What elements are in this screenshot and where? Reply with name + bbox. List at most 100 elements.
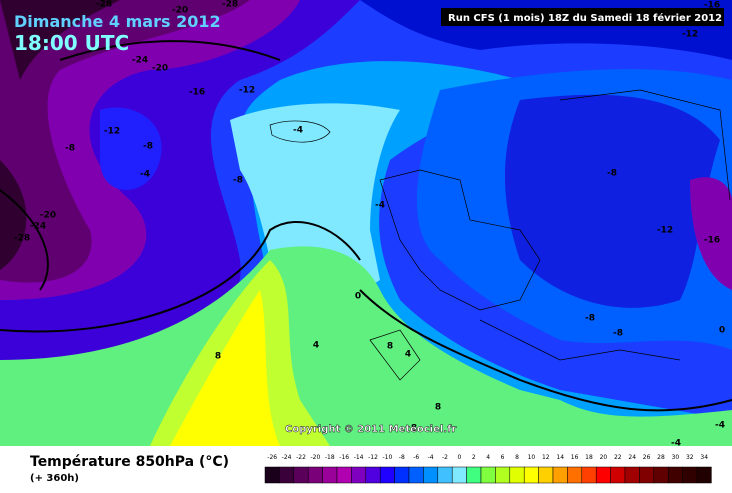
- scale-swatch: [495, 466, 511, 484]
- footer-title: Température 850hPa (°C): [30, 454, 229, 470]
- scale-label: -2: [442, 454, 448, 461]
- scale-label: 30: [672, 454, 680, 461]
- scale-label: 2: [472, 454, 476, 461]
- copyright: Copyright © 2011 Meteociel.fr: [285, 424, 456, 435]
- scale-label: -12: [368, 454, 378, 461]
- scale-label: 6: [501, 454, 505, 461]
- contour-label: -28: [222, 0, 238, 10]
- temperature-field: -28-28-24-20-20-16 -12-12-8-8-4-8-4-4-8-1…: [0, 0, 732, 449]
- scale-label: 10: [528, 454, 536, 461]
- scale-label: 32: [686, 454, 694, 461]
- contour-label: -4: [375, 201, 385, 211]
- scale-swatch: [509, 466, 525, 484]
- contour-label: -24: [132, 56, 148, 66]
- scale-swatch: [538, 466, 554, 484]
- contour-label: -16: [189, 88, 205, 98]
- scale-label: 4: [486, 454, 490, 461]
- scale-label: 16: [571, 454, 579, 461]
- scale-label: -20: [310, 454, 320, 461]
- scale-label: 34: [700, 454, 708, 461]
- contour-label: -12: [682, 30, 698, 40]
- contour-label: 8: [387, 342, 393, 352]
- contour-labels: -28-28-24-20-20-16 -12-12-8-8-4-8-4-4-8-1…: [14, 0, 725, 449]
- scale-label: -22: [296, 454, 306, 461]
- contour-label: -12: [104, 127, 120, 137]
- scale-swatch: [595, 466, 611, 484]
- scale-swatch: [336, 466, 352, 484]
- scale-label: -8: [399, 454, 405, 461]
- contour-label: -12: [657, 226, 673, 236]
- color-scale: -26 -24 -22 -20 -18 -16 -14 -12 -10 -8 -6 -4 -2 0 2 4 6 8…: [264, 454, 712, 484]
- contour-label: -8: [143, 142, 153, 152]
- contour-label: 0: [355, 292, 361, 302]
- scale-swatch: [466, 466, 482, 484]
- scale-swatch: [610, 466, 626, 484]
- scale-swatch: [379, 466, 395, 484]
- scale-swatch: [394, 466, 410, 484]
- contour-label: 0: [719, 326, 725, 336]
- scale-swatch: [365, 466, 381, 484]
- run-box: [441, 8, 724, 26]
- scale-swatch: [696, 466, 712, 484]
- scale-swatch: [264, 466, 280, 484]
- scale-swatch: [307, 466, 323, 484]
- contour-label: -20: [172, 6, 188, 16]
- scale-label: 28: [657, 454, 665, 461]
- contour-label: -8: [585, 314, 595, 324]
- contour-label: -16: [704, 236, 720, 246]
- scale-swatch: [667, 466, 683, 484]
- scale-swatch: [423, 466, 439, 484]
- scale-label: -4: [428, 454, 434, 461]
- contour-label: 8: [435, 403, 441, 413]
- scale-label: -26: [267, 454, 277, 461]
- scale-label: -6: [413, 454, 419, 461]
- scale-label: 8: [515, 454, 519, 461]
- scale-swatch: [279, 466, 295, 484]
- contour-label: -8: [613, 329, 623, 339]
- scale-swatch: [581, 466, 597, 484]
- scale-swatch: [480, 466, 496, 484]
- scale-label: 0: [457, 454, 461, 461]
- scale-swatch: [523, 466, 539, 484]
- contour-label: 4: [313, 341, 319, 351]
- contour-label: -8: [65, 144, 75, 154]
- scale-label: -14: [354, 454, 364, 461]
- date-label: Dimanche 4 mars 2012: [14, 12, 221, 31]
- contour-label: -4: [671, 439, 681, 449]
- run-label: Run CFS (1 mois) 18Z du Samedi 18 févrie…: [448, 12, 722, 24]
- contour-label: 8: [215, 352, 221, 362]
- contour-label: -28: [14, 234, 30, 244]
- contour-label: -8: [233, 176, 243, 186]
- scale-swatch: [451, 466, 467, 484]
- scale-label: -18: [325, 454, 335, 461]
- scale-label: -16: [339, 454, 349, 461]
- scale-swatch: [639, 466, 655, 484]
- scale-swatch: [624, 466, 640, 484]
- contour-label: -16: [704, 1, 720, 11]
- contour-label: -28: [96, 0, 112, 10]
- contour-label: -24: [30, 222, 46, 232]
- contour-label: -4: [715, 421, 725, 431]
- contour-label: 4: [405, 350, 411, 360]
- scale-label: -10: [382, 454, 392, 461]
- scale-label: 12: [542, 454, 550, 461]
- scale-label: 26: [643, 454, 651, 461]
- scale-swatch: [567, 466, 583, 484]
- scale-swatch: [322, 466, 338, 484]
- contour-label: -4: [140, 170, 150, 180]
- contour-label: 8: [411, 424, 417, 434]
- scale-swatch: [437, 466, 453, 484]
- scale-swatch: [653, 466, 669, 484]
- scale-swatch: [408, 466, 424, 484]
- scale-label: 14: [556, 454, 564, 461]
- scale-label: -24: [282, 454, 292, 461]
- scale-label: 18: [585, 454, 593, 461]
- scale-swatch: [552, 466, 568, 484]
- scale-swatch: [351, 466, 367, 484]
- scale-label: 24: [628, 454, 636, 461]
- scale-label: 20: [600, 454, 608, 461]
- forecast-lead: (+ 360h): [30, 473, 79, 484]
- scale-swatch: [293, 466, 309, 484]
- contour-label: -20: [152, 64, 168, 74]
